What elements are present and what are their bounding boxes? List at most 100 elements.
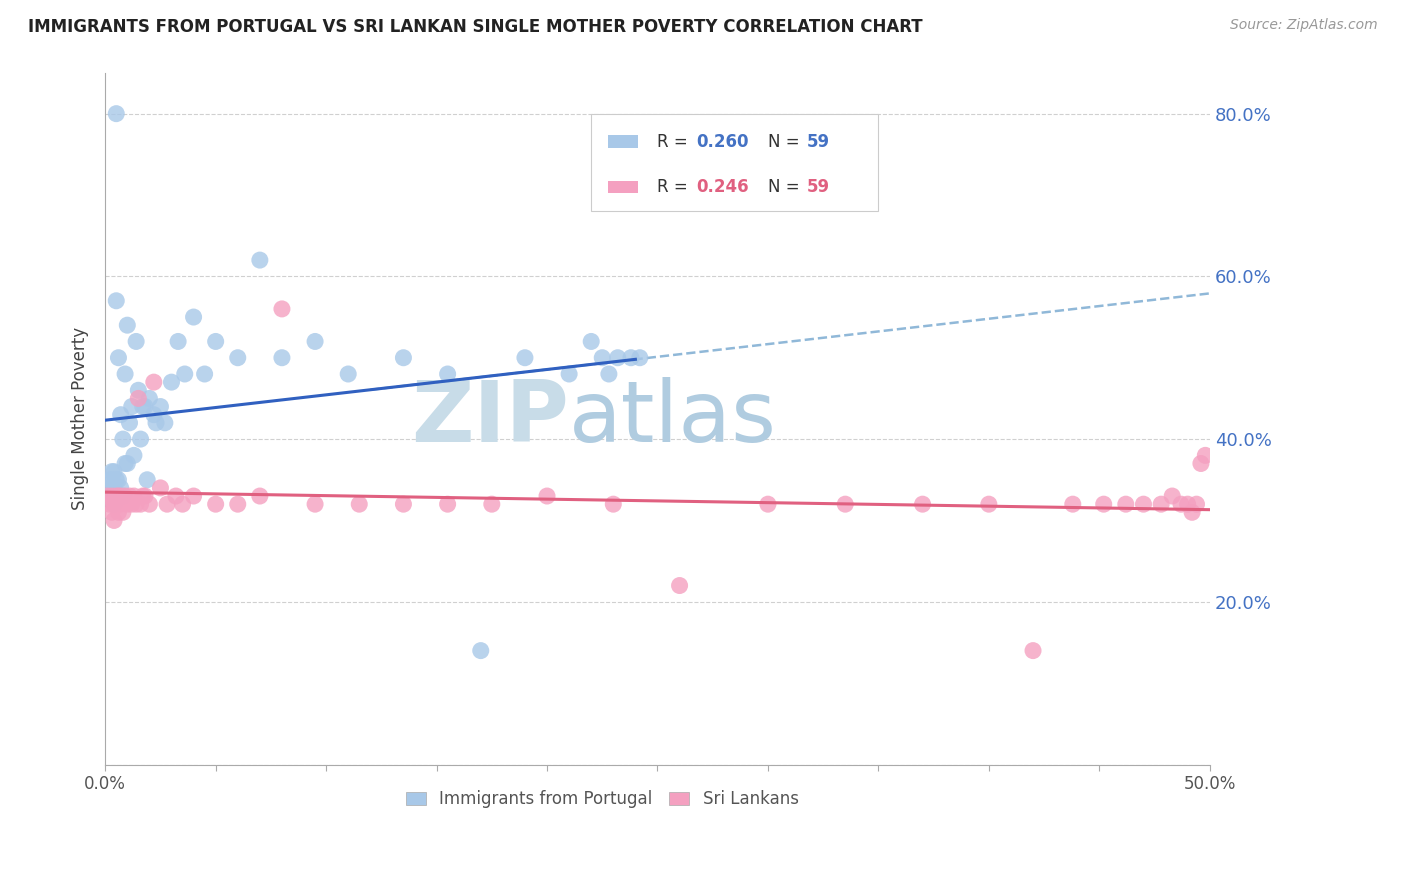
Point xyxy=(579,334,602,349)
Point xyxy=(107,351,129,365)
Point xyxy=(1062,497,1084,511)
Text: 59: 59 xyxy=(807,178,830,196)
Point xyxy=(436,367,458,381)
Text: R =: R = xyxy=(658,178,693,196)
Text: IMMIGRANTS FROM PORTUGAL VS SRI LANKAN SINGLE MOTHER POVERTY CORRELATION CHART: IMMIGRANTS FROM PORTUGAL VS SRI LANKAN S… xyxy=(28,18,922,36)
Point xyxy=(1177,497,1199,511)
Point xyxy=(620,351,643,365)
Point xyxy=(558,367,581,381)
Point xyxy=(114,367,136,381)
Point xyxy=(101,505,124,519)
Point xyxy=(249,253,271,268)
Point xyxy=(101,465,124,479)
Point xyxy=(118,416,141,430)
Text: ZIP: ZIP xyxy=(412,377,569,460)
Point xyxy=(1150,497,1173,511)
Point xyxy=(145,416,167,430)
Point xyxy=(149,400,172,414)
Point xyxy=(977,497,1000,511)
Point xyxy=(134,400,156,414)
Point xyxy=(132,400,155,414)
Point xyxy=(470,643,492,657)
Point xyxy=(105,473,128,487)
Point xyxy=(536,489,558,503)
Point xyxy=(136,473,159,487)
Point xyxy=(121,400,143,414)
Point xyxy=(111,489,134,503)
Point xyxy=(304,334,326,349)
Point xyxy=(392,351,415,365)
Point xyxy=(101,473,124,487)
Point xyxy=(127,392,149,406)
Point xyxy=(110,497,132,511)
Point xyxy=(105,489,128,503)
Point xyxy=(96,489,118,503)
Point xyxy=(110,489,132,503)
Point xyxy=(103,513,125,527)
Point xyxy=(668,578,690,592)
Point xyxy=(204,497,226,511)
Text: Source: ZipAtlas.com: Source: ZipAtlas.com xyxy=(1230,18,1378,32)
Point xyxy=(118,489,141,503)
Point xyxy=(1189,457,1212,471)
Point xyxy=(1022,643,1045,657)
Point xyxy=(103,465,125,479)
Point xyxy=(1092,497,1115,511)
Point xyxy=(103,481,125,495)
Point xyxy=(1115,497,1137,511)
Point xyxy=(125,497,148,511)
Point xyxy=(101,489,124,503)
Point xyxy=(122,489,145,503)
Point xyxy=(96,489,118,503)
Point xyxy=(138,392,160,406)
Point xyxy=(127,384,149,398)
Point xyxy=(117,497,139,511)
Point xyxy=(226,497,249,511)
Point xyxy=(598,367,620,381)
Point xyxy=(132,489,155,503)
Point xyxy=(101,489,124,503)
Point xyxy=(103,497,125,511)
Point xyxy=(392,497,415,511)
Point xyxy=(271,351,294,365)
Point xyxy=(129,497,152,511)
FancyBboxPatch shape xyxy=(607,181,637,194)
Point xyxy=(107,489,129,503)
Point xyxy=(110,408,132,422)
Legend: Immigrants from Portugal, Sri Lankans: Immigrants from Portugal, Sri Lankans xyxy=(399,784,806,815)
Point xyxy=(105,293,128,308)
Point xyxy=(271,301,294,316)
Point xyxy=(606,351,628,365)
Point xyxy=(1181,505,1204,519)
Point xyxy=(107,489,129,503)
Point xyxy=(1194,448,1216,462)
Point xyxy=(98,481,121,495)
Point xyxy=(1132,497,1154,511)
Point xyxy=(111,432,134,446)
Point xyxy=(114,457,136,471)
Point xyxy=(125,334,148,349)
Point xyxy=(110,481,132,495)
Text: 0.246: 0.246 xyxy=(696,178,749,196)
Text: atlas: atlas xyxy=(569,377,778,460)
Point xyxy=(513,351,536,365)
Point xyxy=(149,481,172,495)
Point xyxy=(103,497,125,511)
Point xyxy=(183,310,205,324)
Point xyxy=(834,497,856,511)
Point xyxy=(167,334,190,349)
Point xyxy=(142,375,165,389)
Point xyxy=(122,448,145,462)
Point xyxy=(204,334,226,349)
Point xyxy=(134,489,156,503)
Point xyxy=(105,106,128,120)
Point xyxy=(591,351,613,365)
Text: 0.260: 0.260 xyxy=(696,133,748,151)
Point xyxy=(481,497,503,511)
Point xyxy=(226,351,249,365)
Point xyxy=(628,351,651,365)
Point xyxy=(756,497,779,511)
Point xyxy=(337,367,360,381)
Point xyxy=(156,497,179,511)
Point xyxy=(165,489,187,503)
